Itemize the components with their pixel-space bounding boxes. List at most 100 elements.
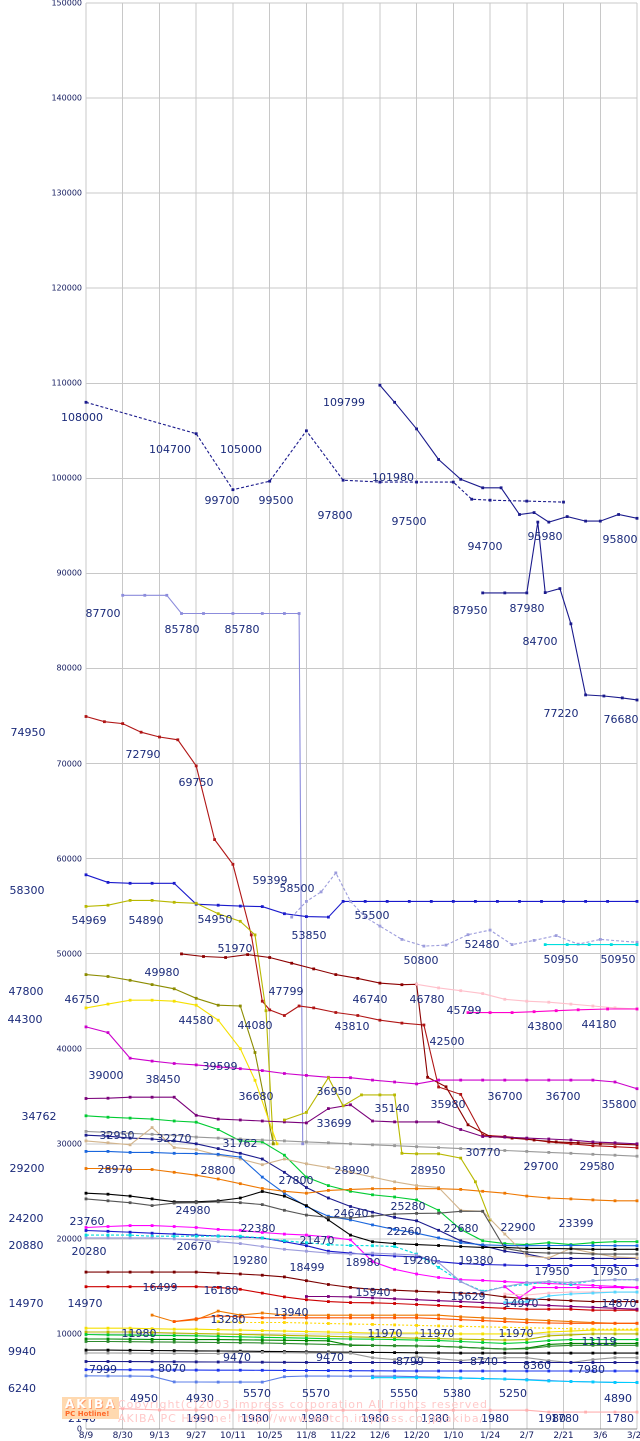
- series-marker: [525, 1332, 529, 1336]
- series-line: [85, 1333, 637, 1344]
- data-value-label: 23399: [558, 1217, 594, 1230]
- series-marker: [569, 1320, 573, 1323]
- series-marker: [172, 1331, 176, 1335]
- series-marker: [260, 1333, 264, 1337]
- series-marker: [283, 1334, 286, 1337]
- data-value-label: 19280: [232, 1254, 268, 1267]
- series-marker: [172, 1237, 176, 1241]
- series-marker: [503, 1242, 507, 1245]
- data-value-label: 36700: [545, 1090, 581, 1103]
- series-marker: [371, 1143, 374, 1147]
- series-line: [86, 1167, 637, 1202]
- series-marker: [532, 511, 536, 514]
- data-value-label: 87950: [452, 604, 488, 617]
- series-marker: [349, 1331, 352, 1334]
- series-marker: [525, 1321, 529, 1324]
- series-marker: [437, 1236, 440, 1240]
- series-marker: [415, 1316, 418, 1320]
- series-marker: [525, 1338, 529, 1341]
- series-marker: [106, 1340, 110, 1343]
- series-marker: [378, 981, 382, 985]
- series-marker: [150, 998, 154, 1002]
- series-marker: [202, 955, 205, 958]
- data-value-label: 36700: [487, 1090, 523, 1103]
- series-marker: [305, 1330, 308, 1333]
- series-marker: [459, 1318, 463, 1322]
- series-marker: [150, 1236, 154, 1240]
- series-marker: [283, 1329, 286, 1333]
- series-marker: [305, 1313, 308, 1317]
- series-marker: [283, 1153, 286, 1157]
- series-marker: [260, 1329, 264, 1332]
- series-marker: [525, 1303, 529, 1306]
- series-marker: [635, 1361, 639, 1364]
- series-marker: [613, 1321, 617, 1325]
- series-marker: [591, 1308, 595, 1312]
- series-marker: [635, 1142, 639, 1146]
- data-value-label: 4930: [186, 1392, 214, 1405]
- series-marker: [635, 1290, 639, 1294]
- series-marker: [216, 1065, 220, 1069]
- y-axis-tick-label: 100000: [51, 473, 82, 483]
- series-marker: [312, 967, 316, 971]
- series-marker: [635, 1244, 639, 1248]
- series-line: [86, 1327, 637, 1335]
- series-marker: [459, 1369, 463, 1373]
- data-value-label: 1780: [551, 1412, 579, 1425]
- series-marker: [474, 900, 477, 903]
- data-value-label: 18980: [345, 1256, 381, 1269]
- series-marker: [327, 1189, 330, 1192]
- series-marker: [260, 1187, 264, 1190]
- series-marker: [565, 515, 569, 518]
- series-marker: [128, 1348, 132, 1352]
- series-marker: [459, 1245, 463, 1248]
- series-marker: [283, 1351, 286, 1355]
- series-marker: [327, 1330, 330, 1334]
- series-marker: [488, 1011, 492, 1014]
- series-marker: [327, 1251, 330, 1255]
- series-marker: [283, 1191, 286, 1195]
- series-marker: [437, 1313, 440, 1317]
- series-marker: [238, 1321, 242, 1324]
- series-marker: [591, 1342, 595, 1345]
- series-marker: [499, 486, 503, 490]
- series-marker: [172, 1351, 176, 1355]
- series-marker: [525, 1252, 529, 1256]
- series-marker: [84, 1348, 88, 1352]
- series-marker: [569, 1244, 573, 1247]
- series-marker: [128, 1333, 132, 1337]
- series-marker: [591, 1369, 595, 1373]
- series-marker: [216, 1328, 220, 1332]
- series-marker: [525, 1283, 529, 1286]
- series-marker: [327, 1334, 330, 1338]
- series-marker: [260, 1360, 264, 1364]
- series-marker: [547, 1241, 551, 1245]
- series-marker: [216, 1271, 220, 1275]
- series-marker: [459, 1228, 463, 1231]
- series-marker: [238, 1137, 242, 1141]
- series-marker: [238, 1380, 242, 1384]
- data-value-label: 35800: [601, 1098, 637, 1111]
- akiba-logo-line1: AKIBA: [65, 1397, 117, 1411]
- series-marker: [613, 1338, 617, 1341]
- series-marker: [150, 1285, 154, 1289]
- data-value-label: 95980: [527, 530, 563, 543]
- series-marker: [216, 1286, 220, 1289]
- series-marker: [121, 722, 125, 725]
- series-marker: [584, 1410, 587, 1414]
- data-value-label: 105000: [220, 443, 262, 456]
- series-marker: [613, 1351, 617, 1355]
- series-marker: [415, 1344, 418, 1348]
- series-marker: [106, 881, 110, 884]
- series-marker: [613, 1342, 617, 1345]
- series-marker: [260, 612, 264, 615]
- data-value-label: 5380: [443, 1387, 471, 1400]
- series-marker: [341, 900, 345, 903]
- series-marker: [385, 900, 389, 903]
- series-marker: [393, 1313, 396, 1317]
- series-marker: [305, 1361, 308, 1364]
- series-marker: [150, 1204, 154, 1207]
- series-marker: [459, 1337, 463, 1341]
- series-marker: [216, 903, 220, 907]
- series-marker: [106, 1326, 110, 1330]
